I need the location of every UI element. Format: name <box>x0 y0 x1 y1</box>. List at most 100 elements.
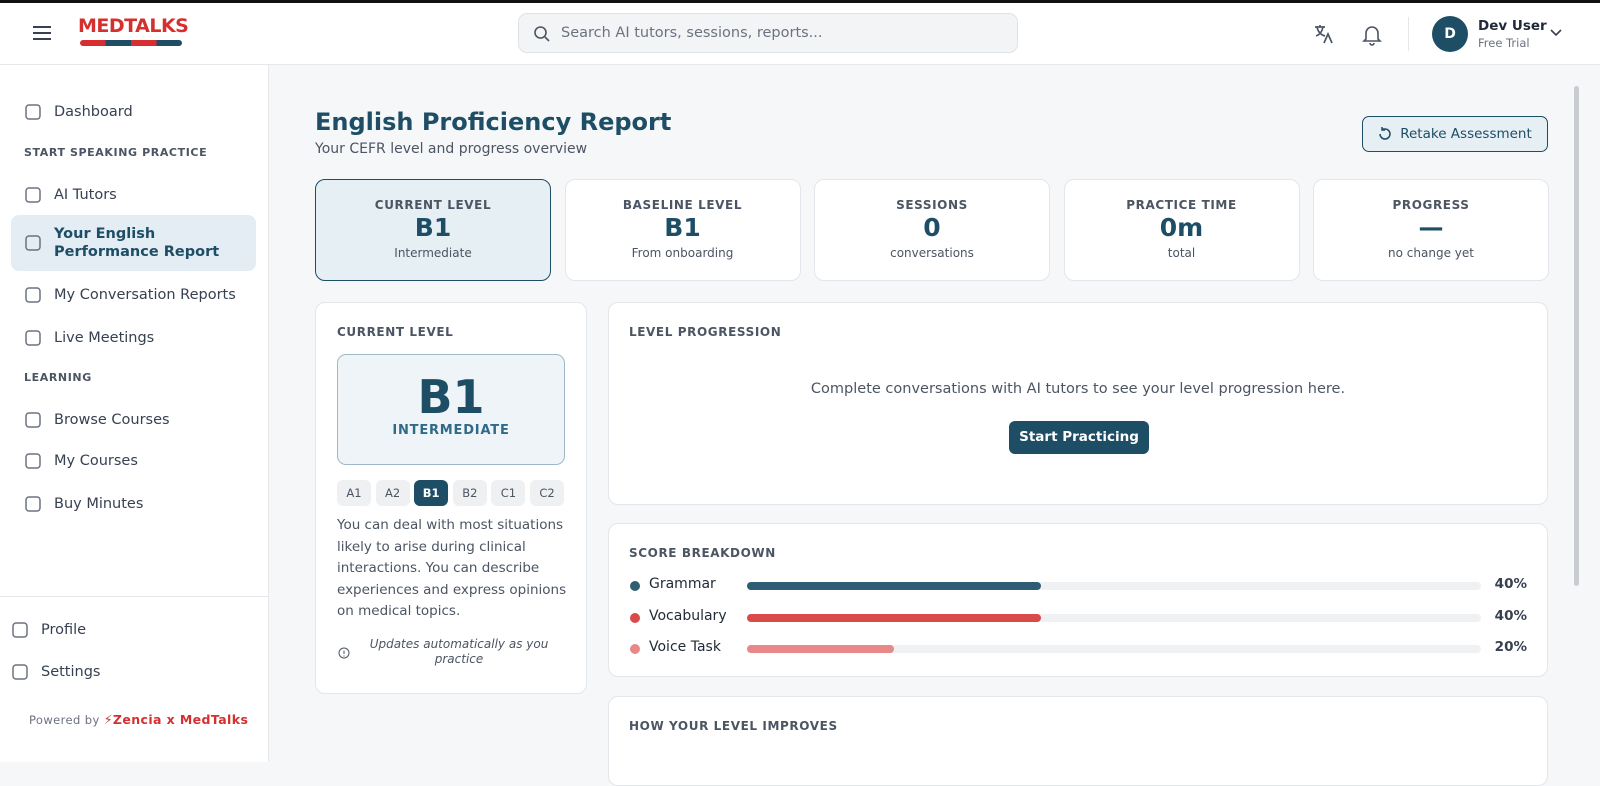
start-practicing-button[interactable]: Start Practicing <box>1009 421 1149 454</box>
stat-label: CURRENT LEVEL <box>374 198 492 212</box>
score-dot <box>630 644 640 654</box>
level-pill[interactable]: B2 <box>452 480 487 506</box>
level-pill[interactable]: A2 <box>375 480 410 506</box>
card-title: SCORE BREAKDOWN <box>629 546 776 560</box>
level-pill[interactable]: C1 <box>491 480 526 506</box>
current-level-card: CURRENT LEVEL B1 INTERMEDIATE A1 A2 B1 B2 C1… <box>315 302 587 694</box>
stat-sub: conversations <box>890 246 974 260</box>
stat-label: PRACTICE TIME <box>1126 198 1237 212</box>
stat-label: BASELINE LEVEL <box>622 198 743 212</box>
powered-by: Powered by ⚡Zencia x MedTalks <box>29 712 249 727</box>
nav-item[interactable]: Your English Performance Report <box>11 215 256 271</box>
stat-value: B1 <box>664 213 701 242</box>
divider <box>1408 17 1409 51</box>
nav-icon <box>12 664 28 680</box>
chevron[interactable] <box>1550 29 1562 37</box>
how-improves-card: HOW YOUR LEVEL IMPROVES <box>608 696 1548 786</box>
stat-sub: total <box>1167 246 1196 260</box>
stat-sub: no change yet <box>1388 246 1474 260</box>
nav-label: Dashboard <box>54 104 133 120</box>
nav-section: START SPEAKING PRACTICE <box>24 146 208 159</box>
nav-icon <box>25 496 41 512</box>
level-name: INTERMEDIATE <box>392 423 510 438</box>
nav-label: Browse Courses <box>54 412 170 428</box>
user-name: Dev User <box>1478 18 1547 34</box>
nav-item[interactable]: Dashboard <box>24 103 133 121</box>
score-bar <box>747 613 1041 622</box>
level-box: B1 INTERMEDIATE <box>337 354 565 465</box>
level-code: B1 <box>417 370 485 424</box>
nav-section: LEARNING <box>24 371 92 384</box>
score-label: 40% <box>1494 576 1527 592</box>
search-icon <box>534 26 550 42</box>
avatar[interactable]: D <box>1432 16 1468 52</box>
retake-button[interactable]: Retake Assessment <box>1362 116 1548 152</box>
nav-icon <box>25 453 41 469</box>
scrollbar[interactable] <box>1574 86 1579 586</box>
menu-icon[interactable] <box>32 25 52 41</box>
page-subtitle: Your CEFR level and progress overview <box>315 141 588 157</box>
nav-item[interactable]: Buy Minutes <box>24 495 143 513</box>
nav-item[interactable]: Live Meetings <box>24 329 154 347</box>
stat-sub: Intermediate <box>394 246 472 260</box>
nav-label: My Conversation Reports <box>54 287 236 303</box>
score-name: Grammar <box>649 576 716 592</box>
nav-label: Your English Performance Report <box>54 226 220 260</box>
level-pill[interactable]: B1 <box>414 480 449 506</box>
score-dot <box>630 581 640 591</box>
powered-by-text: Powered by <box>29 713 100 727</box>
translate-icon[interactable] <box>1312 23 1334 45</box>
nav-icon <box>25 330 41 346</box>
score-dot <box>630 612 640 623</box>
nav-item[interactable]: AI Tutors <box>24 186 117 204</box>
info-icon <box>338 647 350 659</box>
nav-item[interactable]: My Conversation Reports <box>24 286 236 304</box>
nav-item[interactable]: Browse Courses <box>24 411 170 429</box>
top-bar: MEDTALKS Search AI tutors, sessions, rep… <box>0 0 1600 65</box>
level-pill[interactable]: A1 <box>337 480 371 506</box>
brand[interactable]: Zencia x MedTalks <box>112 712 249 727</box>
stat-value: 0 <box>923 213 941 242</box>
user-plan: Free Trial <box>1478 36 1530 50</box>
stat-label: PROGRESS <box>1392 198 1470 212</box>
search-box[interactable]: Search AI tutors, sessions, reports... <box>518 13 1018 53</box>
stat-card: PROGRESS — no change yet <box>1313 179 1549 281</box>
search-placeholder: Search AI tutors, sessions, reports... <box>561 25 823 41</box>
score-track <box>747 613 1481 622</box>
score-bar <box>747 645 894 653</box>
card-title: HOW YOUR LEVEL IMPROVES <box>629 719 838 733</box>
score-name: Vocabulary <box>649 607 727 624</box>
nav-item[interactable]: Settings <box>11 663 100 681</box>
nav-label: AI Tutors <box>54 187 117 203</box>
logo-tags <box>80 40 182 46</box>
level-pill[interactable]: C2 <box>530 480 564 506</box>
nav-item[interactable]: My Courses <box>24 452 138 470</box>
nav-label: Buy Minutes <box>54 496 144 512</box>
nav-label: Profile <box>41 622 87 638</box>
stat-label: SESSIONS <box>896 198 968 212</box>
level-progression-card: LEVEL PROGRESSION Complete conversations… <box>608 302 1548 505</box>
retake-label: Retake Assessment <box>1400 126 1532 142</box>
stat-card: CURRENT LEVEL B1 Intermediate <box>315 179 551 281</box>
nav-icon <box>25 287 41 303</box>
stat-card: BASELINE LEVEL B1 From onboarding <box>564 179 801 281</box>
score-track <box>747 645 1481 653</box>
logo[interactable]: MEDTALKS <box>78 15 189 37</box>
nav-label: My Courses <box>54 453 138 469</box>
score-label: 20% <box>1494 639 1527 655</box>
nav-icon <box>25 187 41 203</box>
score-label: 40% <box>1494 607 1527 624</box>
level-note: Updates automatically as you practice <box>369 637 549 666</box>
bell-icon[interactable] <box>1362 24 1382 46</box>
nav-item[interactable]: Profile <box>11 621 86 639</box>
nav-label: Live Meetings <box>54 330 155 346</box>
score-name: Voice Task <box>649 639 721 655</box>
nav-icon <box>12 622 28 638</box>
stat-value: B1 <box>414 213 452 242</box>
page-title: English Proficiency Report <box>315 108 672 136</box>
progression-message: Complete conversations with AI tutors to… <box>810 381 1346 397</box>
score-breakdown-card: SCORE BREAKDOWN Grammar 40% Vocabulary 40% V… <box>608 523 1548 677</box>
nav-icon <box>25 412 41 428</box>
nav-label: Settings <box>41 664 101 680</box>
stat-value: 0m <box>1159 213 1204 242</box>
